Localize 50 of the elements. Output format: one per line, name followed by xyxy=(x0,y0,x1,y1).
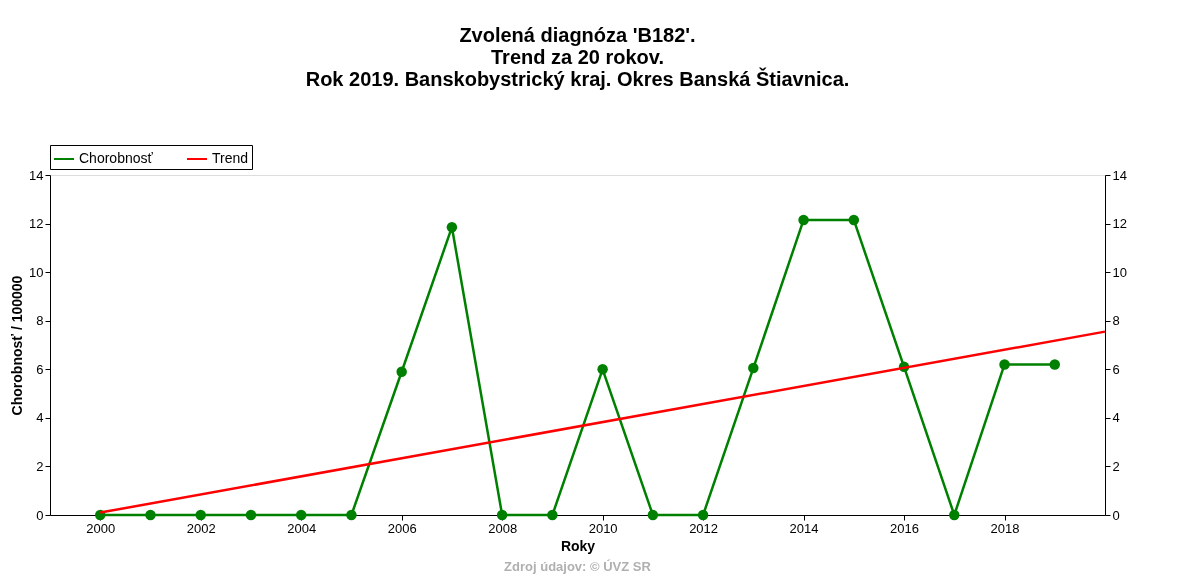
point xyxy=(798,214,809,226)
point xyxy=(647,509,659,521)
point xyxy=(748,362,759,374)
point xyxy=(346,509,357,521)
text: Zdroj údajov: © ÚVZ SR xyxy=(504,559,652,574)
y2-tick-label: 2 xyxy=(1112,458,1120,474)
point xyxy=(1049,359,1061,370)
point xyxy=(547,509,558,521)
y-tick-label: 4 xyxy=(36,410,44,426)
point xyxy=(396,366,407,377)
legend-label: Chorobnosť xyxy=(79,150,154,166)
x-tick-label: 2004 xyxy=(287,520,317,536)
x-tick-label: 2010 xyxy=(588,520,618,536)
point xyxy=(848,214,860,226)
y2-tick-label: 6 xyxy=(1112,361,1120,377)
point xyxy=(999,359,1010,370)
point xyxy=(245,509,257,521)
y-tick-label: 10 xyxy=(29,264,44,280)
y2-tick-label: 0 xyxy=(1112,507,1120,523)
y2-tick-label: 14 xyxy=(1112,167,1127,183)
x-tick-label: 2016 xyxy=(890,520,920,536)
point xyxy=(446,221,458,233)
y-tick-label: 0 xyxy=(36,507,44,523)
y-tick-label: 8 xyxy=(36,313,44,329)
point xyxy=(195,509,206,521)
y-axis-title: Chorobnosť / 100000 xyxy=(9,275,26,416)
y2-tick-label: 4 xyxy=(1112,410,1120,426)
y2-tick-label: 12 xyxy=(1112,216,1127,232)
point xyxy=(949,509,960,521)
y-tick-label: 6 xyxy=(36,361,44,377)
point xyxy=(697,509,709,521)
x-tick-label: 2012 xyxy=(689,520,719,536)
x-tick-label: 2000 xyxy=(86,520,116,536)
y-tick-label: 12 xyxy=(29,216,44,232)
legend-label: Trend xyxy=(212,150,249,166)
x-axis-title: Roky xyxy=(560,537,596,554)
y-tick-label: 14 xyxy=(29,167,44,183)
x-tick-label: 2006 xyxy=(387,520,417,536)
y2-tick-label: 8 xyxy=(1112,313,1120,329)
point xyxy=(295,509,307,521)
chart-title: Zvolená diagnóza 'B182'. Trend za 20 rokov. Rok 2019. Banskobystrický kraj. Okres Banská Štiavnica. xyxy=(305,23,850,90)
point xyxy=(145,509,156,521)
point xyxy=(597,364,608,375)
x-tick-label: 2008 xyxy=(488,520,518,536)
y-tick-label: 2 xyxy=(36,458,44,474)
y2-tick-label: 10 xyxy=(1112,264,1127,280)
point xyxy=(496,509,508,521)
x-tick-label: 2002 xyxy=(186,520,216,536)
x-tick-label: 2018 xyxy=(990,520,1020,536)
x-tick-label: 2014 xyxy=(789,520,819,536)
